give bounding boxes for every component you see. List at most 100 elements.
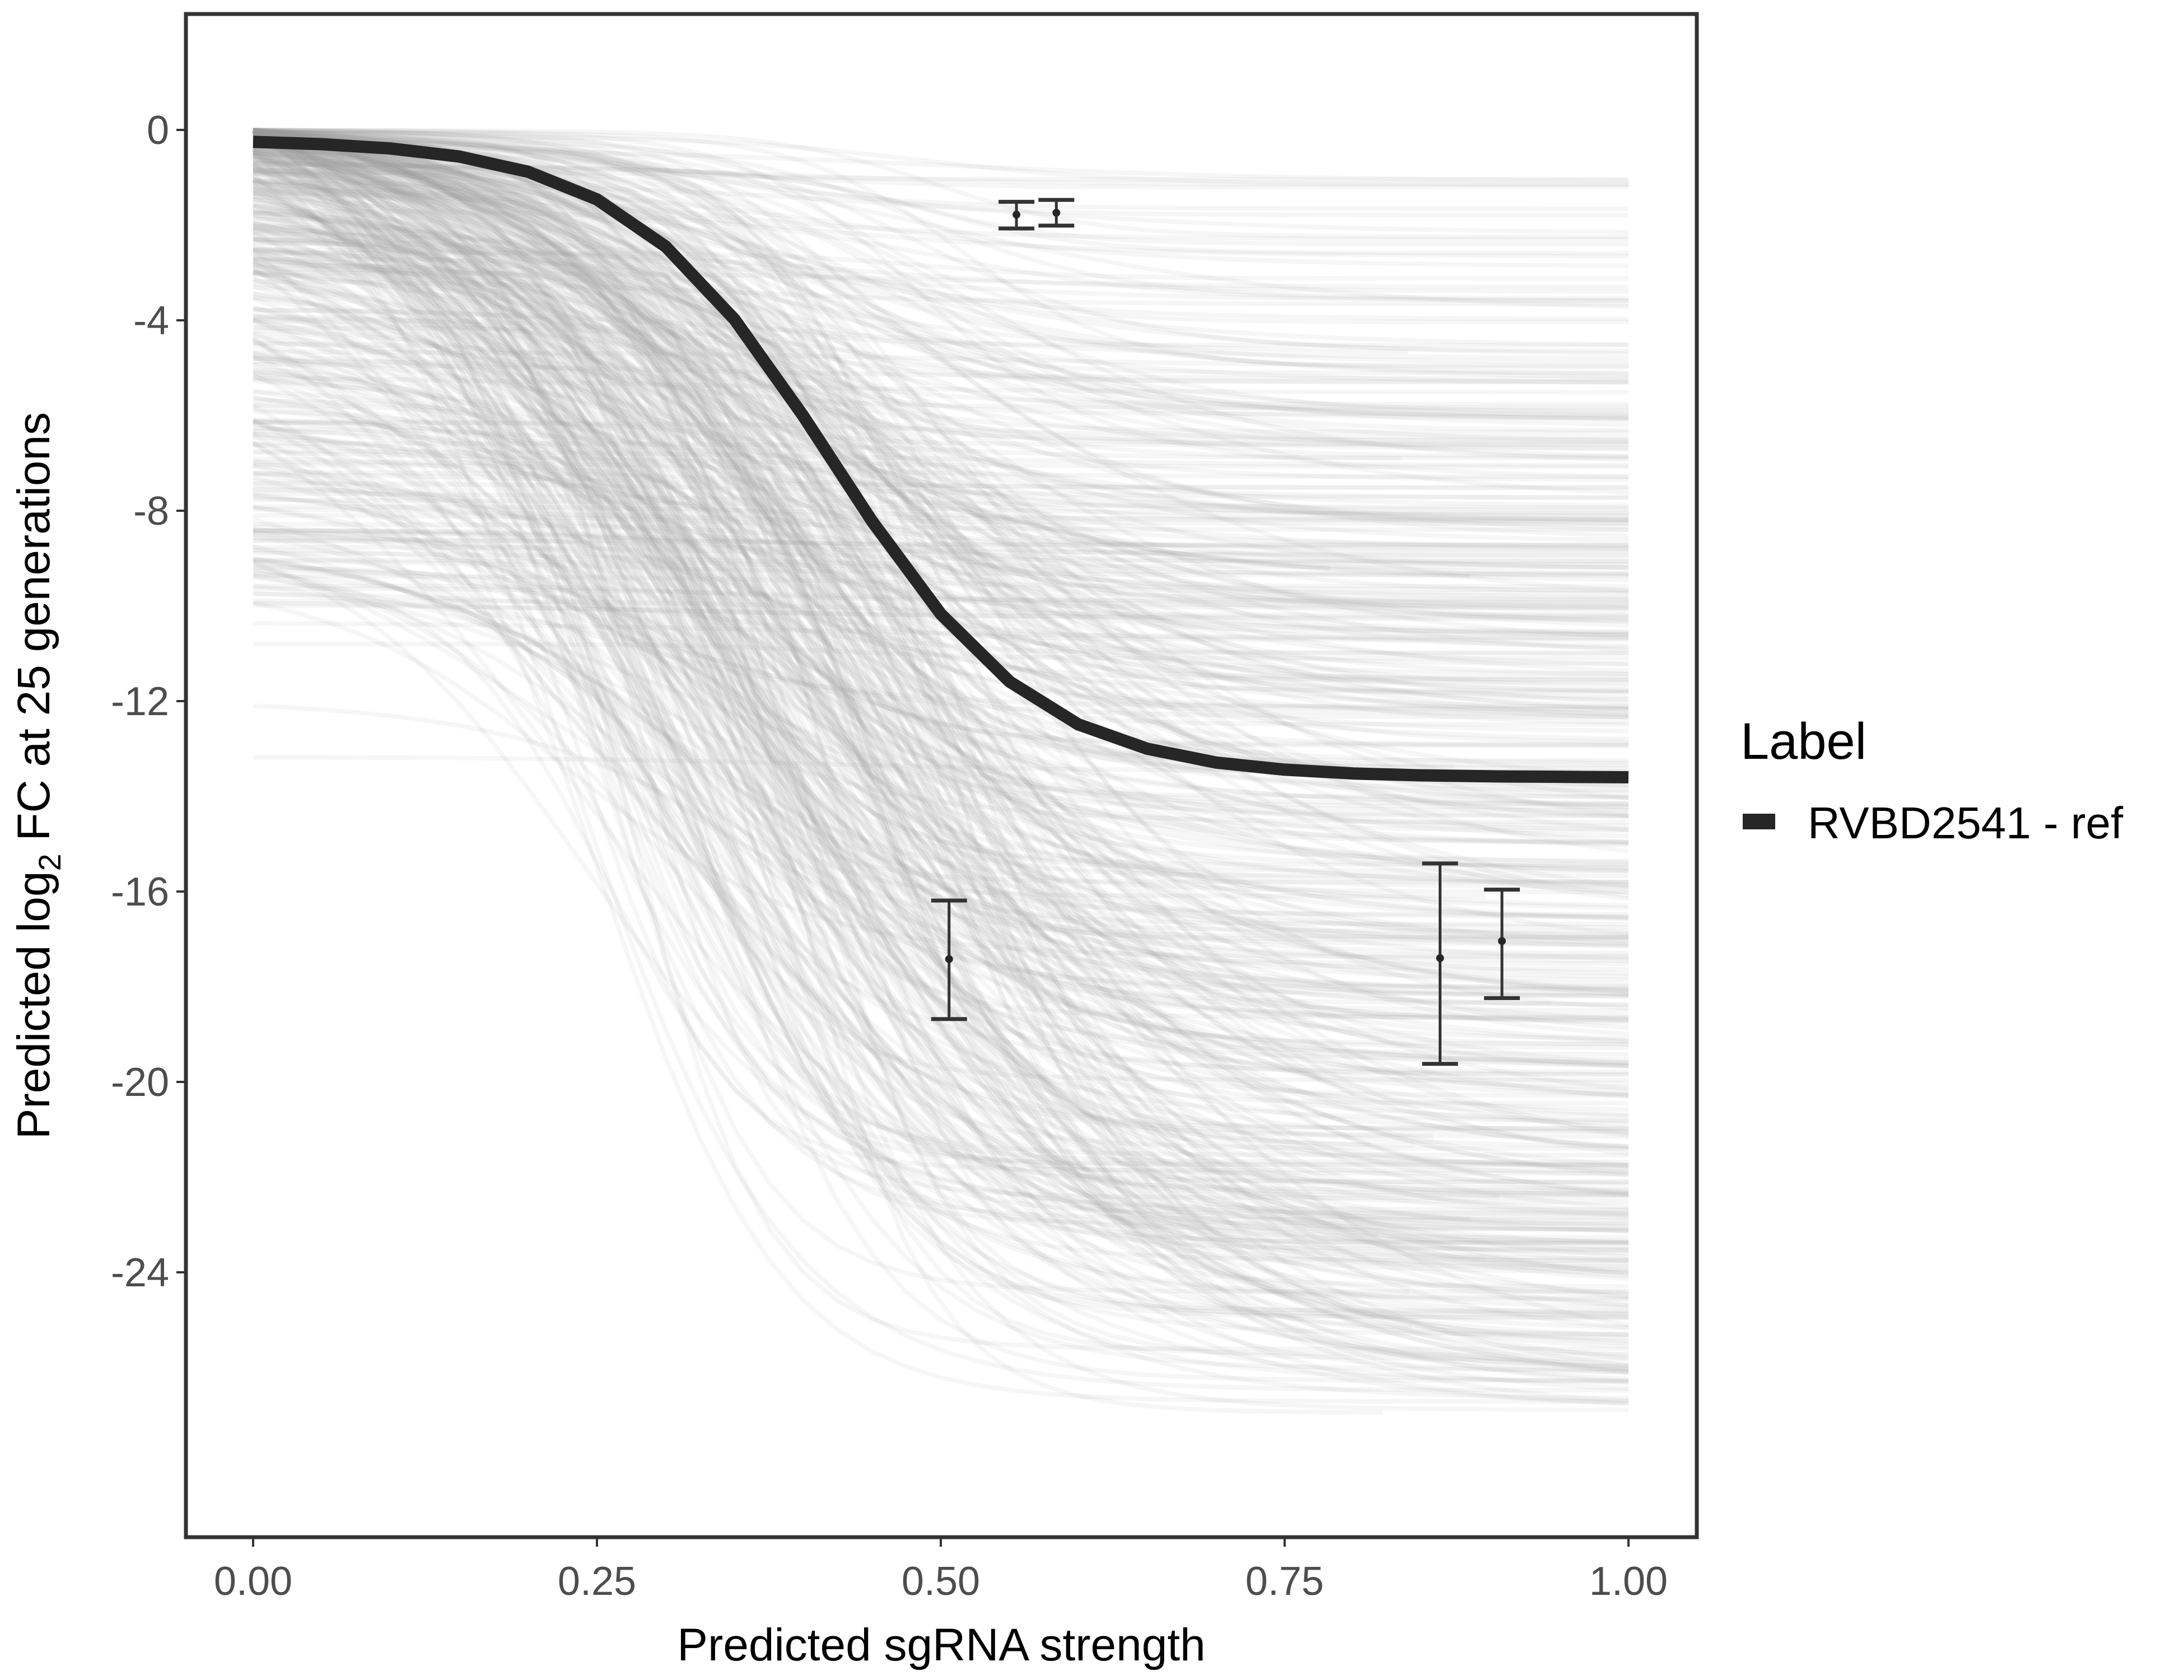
posterior-draw-line [251, 404, 1629, 1234]
x-tick-label: 0.00 [214, 1559, 292, 1604]
posterior-draw-line [253, 317, 1629, 600]
posterior-draw-line [253, 147, 1629, 183]
posterior-draw-line [253, 133, 1629, 1156]
posterior-draw-line [253, 432, 1629, 734]
posterior-draw-line [253, 139, 1629, 445]
posterior-draw-line [253, 139, 1629, 994]
posterior-draw-line [253, 398, 1629, 1126]
posterior-draw-line [253, 570, 1628, 1200]
posterior-draw-line [253, 470, 1628, 489]
posterior-draw-line [253, 178, 1629, 712]
posterior-draw-line [253, 158, 1629, 650]
posterior-draw-line [253, 168, 1629, 889]
posterior-draw-line [253, 426, 1629, 1007]
posterior-draw-line [253, 481, 1628, 500]
posterior-draw-line [253, 314, 1629, 570]
posterior-draw-line [253, 143, 1628, 385]
posterior-draw-line [253, 150, 1629, 962]
posterior-draw-line [253, 129, 1628, 727]
posterior-draw-line [253, 255, 1628, 552]
posterior-draw-line [253, 129, 1629, 370]
posterior-draw-line [253, 128, 1629, 922]
posterior-draw-line [253, 513, 1628, 532]
posterior-draw-line [253, 133, 1629, 1281]
posterior-draw-line [253, 251, 1629, 725]
posterior-draw-line [251, 128, 1629, 1385]
posterior-draw-line [252, 143, 1629, 979]
posterior-draw-line [253, 376, 1629, 718]
posterior-draw-line [253, 129, 1629, 1065]
posterior-draw-line [253, 325, 1629, 768]
posterior-draw-line [253, 151, 1629, 705]
posterior-draw-line [253, 194, 1628, 885]
posterior-draw-line [253, 130, 1628, 695]
posterior-draw-line [252, 145, 1629, 1346]
posterior-draw-line [252, 131, 1629, 1337]
posterior-draw-line [253, 403, 1629, 1018]
posterior-draw-line [253, 190, 1629, 656]
posterior-draw-line [253, 538, 1629, 712]
posterior-draw-line [253, 356, 1629, 623]
posterior-draw-line [253, 198, 1629, 1320]
posterior-draw-line [253, 507, 1628, 526]
posterior-draw-line [253, 146, 1629, 570]
posterior-draw-line [253, 128, 1629, 376]
data-point [1436, 954, 1444, 962]
posterior-draw-line [252, 223, 1629, 1361]
posterior-draw-line [253, 295, 1629, 1276]
posterior-draw-line [253, 362, 1628, 381]
y-tick-label: -8 [133, 489, 169, 534]
data-point [1052, 208, 1061, 217]
posterior-draw-line [253, 584, 1628, 603]
posterior-draw-line [253, 128, 1629, 1358]
posterior-draw-line [253, 136, 1629, 1041]
posterior-draw-line [253, 262, 1629, 1197]
posterior-draw-line [253, 356, 1629, 1068]
posterior-draw-line [253, 573, 1629, 592]
posterior-draw-line [253, 273, 1628, 867]
posterior-draw-line [252, 152, 1629, 618]
posterior-draw-line [253, 128, 1628, 239]
posterior-draw-line [253, 128, 1628, 442]
posterior-draw-line [252, 131, 1629, 1099]
posterior-draw-line [252, 148, 1629, 833]
posterior-draw-line [253, 396, 1628, 1166]
posterior-draw-line [253, 431, 1629, 1296]
posterior-draw-line [251, 155, 1629, 1302]
posterior-draw-line [253, 141, 1629, 1263]
posterior-draw-line [253, 134, 1629, 186]
posterior-draw-line [253, 128, 1629, 919]
legend-label: RVBD2541 - ref [1808, 798, 2124, 848]
posterior-draw-line [253, 130, 1629, 1138]
posterior-draw-line [253, 136, 1629, 895]
posterior-draw-line [252, 190, 1628, 1222]
posterior-draw-line [253, 566, 1629, 1139]
posterior-draw-line [253, 136, 1629, 418]
posterior-draw-line [252, 232, 1628, 560]
fitted-curve-line [253, 136, 1629, 783]
posterior-draw-line [253, 236, 1629, 303]
posterior-draw-line [253, 246, 1629, 1177]
posterior-draw-line [253, 154, 1629, 846]
posterior-draw-line [253, 128, 1629, 1020]
posterior-draw-line [253, 167, 1629, 479]
posterior-draw-line [253, 245, 1356, 1098]
posterior-draw-line [253, 204, 1629, 1231]
posterior-draw-line [252, 130, 1412, 1329]
posterior-draw-line [253, 277, 1629, 523]
posterior-draw-line [253, 376, 1628, 395]
posterior-draw-line [251, 128, 1629, 1250]
posterior-draw-line [253, 186, 1628, 605]
posterior-draw-line [253, 178, 1629, 818]
posterior-draw-line [253, 129, 1629, 353]
posterior-draw-line [253, 307, 1629, 1269]
posterior-draw-line [253, 133, 1629, 462]
posterior-draw-line [253, 366, 1628, 874]
posterior-draw-line [253, 132, 1629, 495]
posterior-draw-line [253, 128, 1629, 711]
y-tick-label: 0 [147, 108, 169, 153]
posterior-draw-line [253, 128, 1628, 564]
posterior-draw-line [252, 258, 1629, 847]
posterior-draw-line [253, 128, 1629, 972]
